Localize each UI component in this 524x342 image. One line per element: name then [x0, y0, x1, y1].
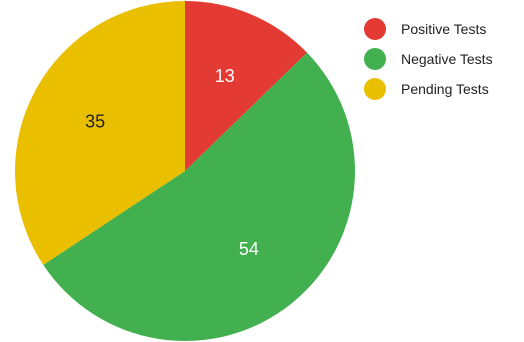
legend-label-negative: Negative Tests: [401, 51, 493, 67]
slice-label-pending: 35: [85, 111, 105, 131]
legend-swatch-pending: [364, 78, 386, 100]
legend-item-positive: Positive Tests: [364, 14, 493, 44]
legend-item-pending: Pending Tests: [364, 74, 493, 104]
slice-label-positive: 13: [215, 66, 235, 86]
legend-item-negative: Negative Tests: [364, 44, 493, 74]
slice-label-negative: 54: [239, 239, 259, 259]
pie-slice-positive: [185, 1, 308, 171]
pie-slice-negative: [43, 52, 355, 341]
legend-label-positive: Positive Tests: [401, 21, 487, 37]
pie-slice-labels: 13 54 35: [85, 66, 259, 259]
legend-swatch-positive: [364, 18, 386, 40]
legend-label-pending: Pending Tests: [401, 81, 489, 97]
legend-swatch-negative: [364, 48, 386, 70]
pie-slices: [15, 1, 355, 341]
pie-slice-pending: [15, 1, 185, 265]
chart-legend: Positive Tests Negative Tests Pending Te…: [364, 14, 493, 104]
